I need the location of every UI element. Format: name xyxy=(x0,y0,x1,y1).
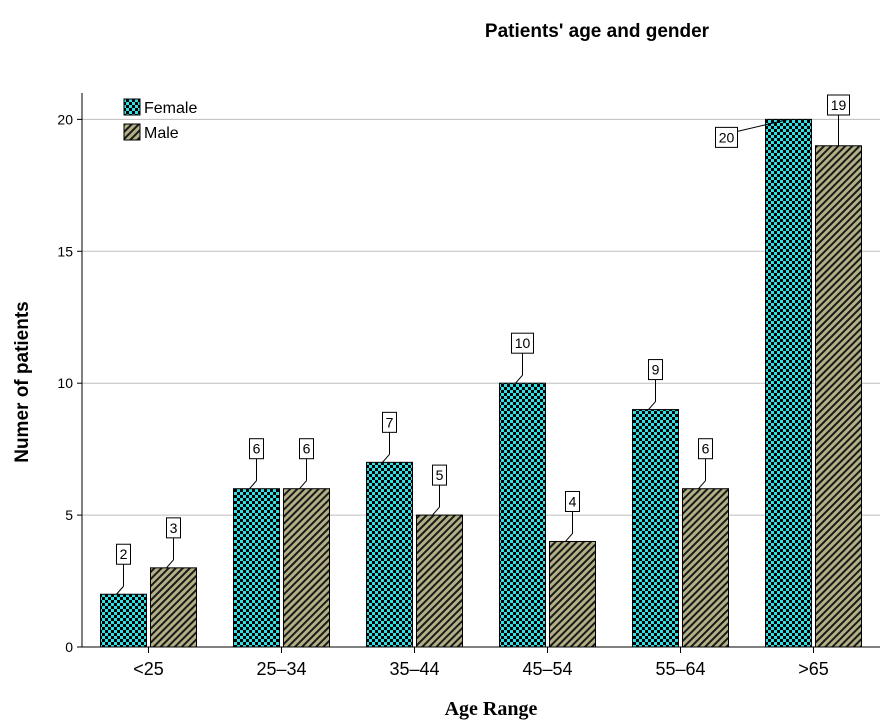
bar-female xyxy=(366,461,413,648)
data-label-box xyxy=(565,490,580,512)
data-label-leader xyxy=(565,533,573,542)
data-label-leader xyxy=(116,585,124,595)
legend-label-male: Male xyxy=(144,125,179,142)
y-tick-labels: 0 5 10 15 20 xyxy=(57,111,82,655)
legend: Female Male xyxy=(123,98,197,142)
bar-male xyxy=(416,514,463,648)
chart-title: Patients' age and gender xyxy=(485,21,710,42)
bar-female xyxy=(100,593,147,648)
data-label-leader xyxy=(698,480,706,490)
data-label: 4 xyxy=(569,493,577,509)
y-tick-label: 10 xyxy=(57,375,73,391)
bar-male xyxy=(283,488,330,648)
data-label-box xyxy=(249,438,264,460)
data-label-leader xyxy=(299,480,307,490)
data-label: 3 xyxy=(170,520,178,536)
data-label-box xyxy=(382,411,397,433)
data-labels: 2 3 6 6 7 5 10 4 9 6 20 19 xyxy=(116,94,850,595)
x-tick-label: 25–34 xyxy=(256,659,306,679)
bar-male xyxy=(150,567,197,648)
data-label-leader xyxy=(249,480,257,490)
data-label: 19 xyxy=(831,97,847,113)
data-label-leader xyxy=(166,559,174,569)
data-label: 6 xyxy=(702,441,710,457)
data-label-leader xyxy=(515,374,523,384)
gridlines xyxy=(82,118,880,516)
x-tick-label: <25 xyxy=(133,659,164,679)
data-label: 6 xyxy=(253,441,261,457)
x-tick-label: 35–44 xyxy=(389,659,439,679)
y-tick-label: 15 xyxy=(57,243,73,259)
data-label-box xyxy=(698,438,713,460)
bar-female xyxy=(499,382,546,648)
data-label: 20 xyxy=(719,129,735,145)
data-label: 9 xyxy=(652,362,660,378)
data-label-box xyxy=(511,332,534,354)
x-tick-label: >65 xyxy=(798,659,829,679)
data-label: 7 xyxy=(386,414,394,430)
bar-female xyxy=(632,409,679,648)
data-label-box xyxy=(648,359,663,381)
bar-male xyxy=(815,145,862,648)
axes xyxy=(81,93,880,648)
bars xyxy=(100,118,862,648)
x-tick-labels: <25 25–34 35–44 45–54 55–64 >65 xyxy=(133,647,829,679)
bar-female xyxy=(765,118,812,648)
legend-swatch-female xyxy=(123,98,141,116)
bar-male xyxy=(549,540,596,648)
x-tick-label: 55–64 xyxy=(655,659,705,679)
x-tick-label: 45–54 xyxy=(522,659,572,679)
data-label: 6 xyxy=(303,441,311,457)
y-tick-label: 0 xyxy=(65,639,73,655)
legend-label-female: Female xyxy=(144,100,197,117)
data-label-leader xyxy=(648,401,656,410)
x-axis-label: Age Range xyxy=(445,698,538,720)
y-axis-label: Numer of patients xyxy=(12,301,33,463)
data-label-leader xyxy=(382,454,390,463)
data-label-box xyxy=(432,464,447,486)
data-label-box xyxy=(715,126,738,148)
data-label-box xyxy=(116,543,131,565)
data-label: 2 xyxy=(120,546,128,562)
data-label: 5 xyxy=(436,467,444,483)
y-tick-label: 20 xyxy=(57,111,73,127)
data-label-box xyxy=(827,94,850,116)
legend-swatch-male xyxy=(123,123,141,141)
data-label-leader xyxy=(432,506,440,516)
bar-female xyxy=(233,488,280,648)
data-label-leader xyxy=(737,118,789,132)
data-label-box xyxy=(299,438,314,460)
data-label-box xyxy=(166,517,181,539)
y-tick-label: 5 xyxy=(65,507,73,523)
bar-male xyxy=(682,488,729,648)
data-label: 10 xyxy=(515,335,531,351)
